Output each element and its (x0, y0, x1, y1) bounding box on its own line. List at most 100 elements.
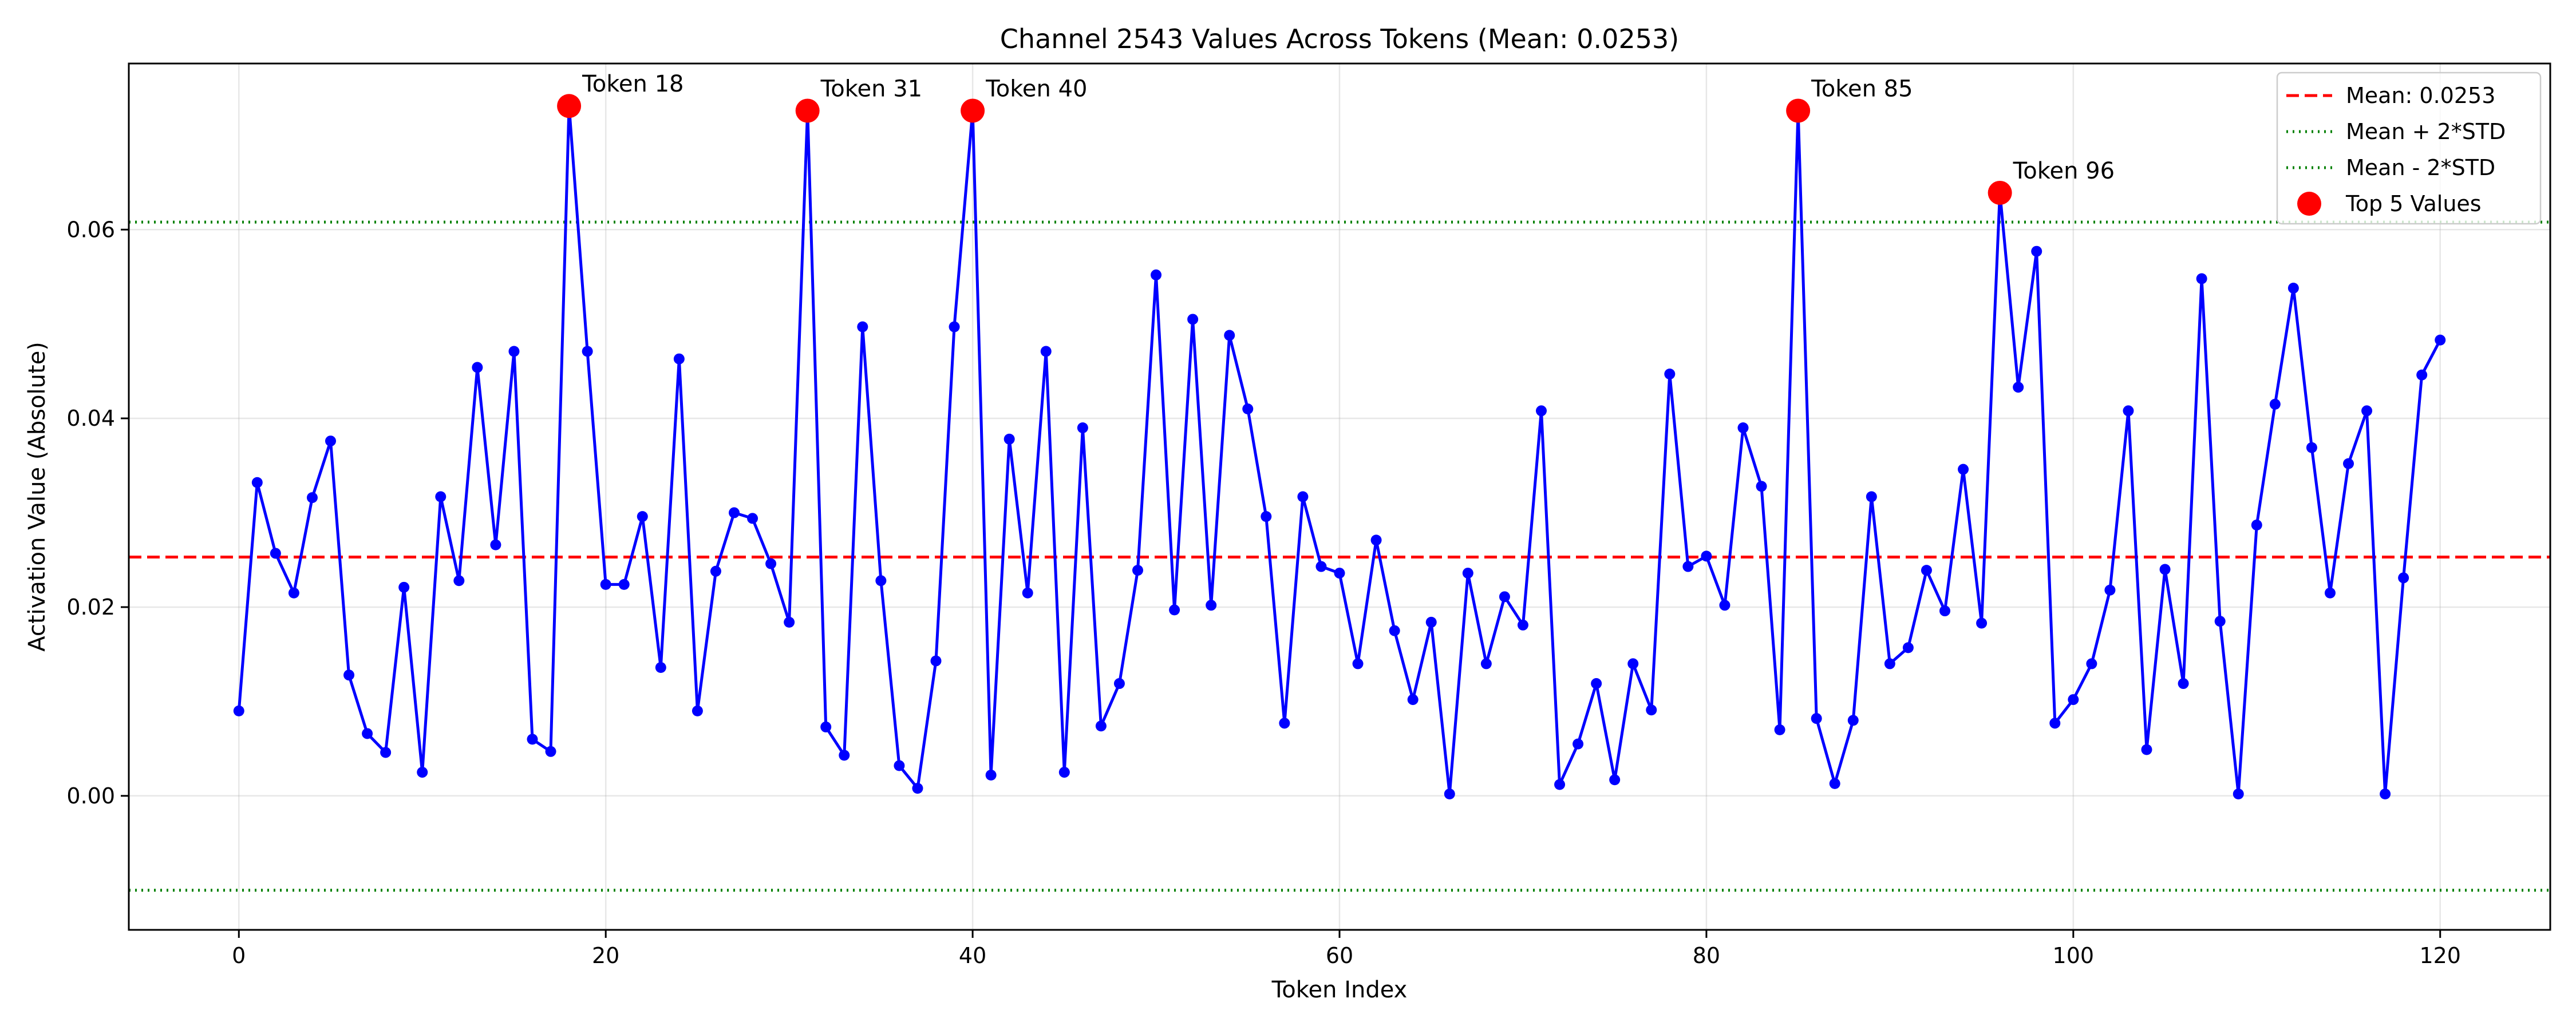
y-tick-label: 0.02 (66, 595, 115, 620)
data-point (2068, 694, 2079, 706)
top-values: Token 18 Token 31 Token 40 Token 85 Token 96 (557, 71, 2115, 205)
data-point (1462, 568, 1473, 579)
data-point (2416, 369, 2428, 381)
data-point (1077, 422, 1088, 434)
data-point (2269, 398, 2281, 410)
data-point (527, 734, 538, 745)
data-point (2380, 789, 2391, 800)
x-tick-label: 80 (1693, 943, 1720, 968)
data-point (1609, 774, 1621, 786)
top-value-annotation: Token 18 (582, 71, 683, 97)
data-point (2196, 273, 2207, 284)
legend-swatch (2297, 192, 2321, 216)
data-point (1297, 491, 1309, 502)
top-value-annotation: Token 31 (820, 76, 922, 102)
data-point (1719, 600, 1730, 611)
data-point (1902, 642, 1914, 653)
data-point (1169, 604, 1180, 616)
data-point (1847, 715, 1859, 726)
data-point (1646, 704, 1657, 716)
top-value-annotation: Token 85 (1811, 76, 1913, 102)
x-tick-label: 120 (2419, 943, 2461, 968)
y-tick-label: 0.00 (66, 783, 115, 809)
data-point (1591, 678, 1602, 690)
data-point (1187, 314, 1199, 325)
data-point (1095, 720, 1107, 732)
data-point (2031, 245, 2042, 257)
x-tick-label: 20 (592, 943, 619, 968)
data-point (1352, 658, 1364, 670)
data-point (1389, 625, 1400, 636)
data-point (1737, 422, 1749, 434)
data-point (618, 579, 630, 590)
data-point (2287, 283, 2299, 294)
data-point (325, 435, 336, 447)
data-point (2306, 442, 2317, 453)
data-point (1682, 561, 1694, 572)
ticks: 0 20 40 60 80 100 120 0.00 0.02 0.04 0.06 (66, 217, 2461, 968)
data-point (270, 548, 281, 559)
legend: Mean: 0.0253 Mean + 2*STD Mean - 2*STD Top … (2276, 72, 2542, 225)
data-point (1425, 616, 1437, 628)
top-value-marker (1786, 98, 1811, 123)
data-point (582, 346, 593, 357)
data-point (985, 770, 997, 781)
data-point (747, 513, 758, 524)
data-point (1224, 330, 1235, 341)
data-point (692, 705, 703, 716)
data-point (1573, 738, 1584, 750)
data-point (2398, 572, 2409, 584)
grid (129, 64, 2550, 930)
data-point (839, 750, 850, 761)
data-point (1627, 658, 1639, 670)
legend-label: Mean - 2*STD (2346, 155, 2495, 180)
data-point (1261, 511, 1272, 522)
data-point (508, 346, 520, 357)
data-point (233, 705, 244, 716)
data-point (1499, 591, 1510, 603)
data-point (398, 581, 410, 593)
data-point (2086, 658, 2097, 670)
data-point (1022, 587, 1033, 599)
data-point (1242, 403, 1254, 415)
data-point (1407, 694, 1419, 706)
data-point (1554, 779, 1566, 790)
data-point (1058, 767, 1070, 778)
data-point (784, 616, 795, 628)
data-point (1444, 789, 1455, 800)
data-point (1113, 678, 1125, 690)
data-point (673, 353, 685, 365)
chart-title: Channel 2543 Values Across Tokens (Mean:… (1000, 23, 1679, 54)
data-point (306, 492, 318, 504)
data-point (1334, 568, 1345, 579)
data-point (2159, 564, 2171, 575)
data-point (545, 746, 556, 757)
data-point (362, 728, 373, 739)
x-axis-label: Token Index (1271, 977, 1408, 1003)
data-point (2435, 334, 2446, 346)
data-point (1976, 617, 1988, 629)
y-axis-label: Activation Value (Absolute) (24, 342, 50, 652)
data-point (1370, 534, 1382, 546)
data-point (490, 539, 501, 550)
data-point (2251, 519, 2262, 530)
data-point (2123, 405, 2134, 417)
data-point (875, 575, 887, 587)
data-point (1003, 433, 1015, 445)
top-value-marker (557, 94, 582, 118)
data-point (435, 491, 447, 502)
x-tick-label: 40 (959, 943, 986, 968)
data-point (2013, 382, 2024, 393)
top-value-marker (1988, 180, 2012, 205)
top-value-marker (961, 98, 985, 123)
data-point (600, 579, 611, 590)
top-value-annotation: Token 96 (2013, 158, 2115, 184)
x-tick-label: 60 (1326, 943, 1353, 968)
legend-box (2276, 72, 2542, 225)
data-point (1536, 405, 1547, 417)
data-point (1279, 718, 1290, 729)
data-point (1315, 561, 1327, 572)
legend-label: Top 5 Values (2345, 191, 2482, 216)
